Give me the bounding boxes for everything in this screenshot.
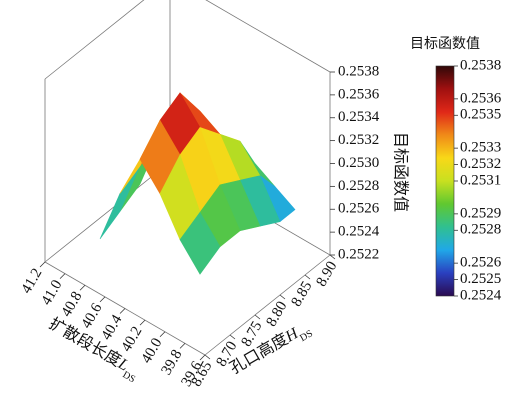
colorbar-tick-label: 0.2533 — [460, 140, 501, 156]
y-tick-label: 8.90 — [313, 259, 340, 290]
axis-line — [44, 161, 171, 263]
surface-cell — [99, 165, 141, 240]
x-tick — [179, 343, 186, 349]
y-tick-label: 8.85 — [288, 279, 315, 310]
colorbar-tick-label: 0.2538 — [460, 57, 501, 73]
z-tick-label: 0.2524 — [338, 224, 380, 240]
surface-cell — [179, 211, 221, 275]
colorbar-tick-label: 0.2535 — [460, 107, 501, 123]
colorbar-tick-label: 0.2536 — [460, 90, 502, 106]
y-tick — [329, 254, 336, 260]
y-tick — [254, 314, 261, 320]
y-tick — [304, 274, 311, 280]
z-tick-label: 0.2532 — [338, 132, 379, 148]
colorbar-tick-label: 0.2524 — [460, 287, 502, 303]
colorbar-tick-label: 0.2529 — [460, 205, 501, 221]
z-tick-label: 0.2530 — [338, 155, 379, 171]
colorbar-tick-label: 0.2532 — [460, 156, 501, 172]
x-tick-label: 40.4 — [98, 312, 125, 343]
colorbar-title: 目标函数值 — [410, 36, 480, 52]
x-tick — [119, 308, 126, 314]
axis-label-sub: DS — [298, 328, 315, 344]
x-tick — [159, 331, 166, 338]
z-label: 目标函数值 — [392, 132, 411, 212]
z-tick-label: 0.2526 — [338, 201, 380, 217]
colorbar-tick-label: 0.2526 — [460, 255, 502, 271]
x-tick-label: 41.2 — [18, 266, 45, 297]
x-tick — [139, 319, 146, 326]
z-tick-label: 0.2528 — [338, 178, 379, 194]
x-tick-label: 41.0 — [38, 277, 65, 308]
x-tick — [199, 354, 206, 361]
z-tick-label: 0.2538 — [338, 63, 379, 79]
axis-line — [44, 0, 145, 80]
colorbar-tick-label: 0.2531 — [460, 172, 501, 188]
x-tick — [59, 273, 66, 279]
colorbar-tick-label: 0.2525 — [460, 271, 501, 287]
x-tick-label: 40.8 — [58, 289, 85, 320]
y-label: 孔口高度HDS — [226, 317, 314, 382]
x-tick-label: 40.2 — [118, 324, 145, 355]
axis-line — [205, 0, 331, 73]
x-tick — [39, 261, 46, 268]
axis-line — [204, 254, 331, 356]
z-tick-label: 0.2522 — [338, 246, 379, 262]
x-tick-label: 40.0 — [138, 335, 165, 366]
y-tick-label: 8.80 — [263, 299, 290, 330]
colorbar-tick-label: 0.2528 — [460, 222, 501, 238]
colorbar — [435, 65, 455, 297]
y-tick — [279, 294, 286, 300]
z-tick-label: 0.2534 — [338, 109, 380, 125]
x-tick-label: 40.6 — [78, 300, 105, 331]
x-tick-label: 39.8 — [158, 347, 185, 378]
x-tick — [99, 296, 106, 303]
x-tick — [79, 284, 86, 291]
z-tick-label: 0.2536 — [338, 86, 380, 102]
y-tick — [229, 334, 236, 340]
y-tick — [204, 354, 211, 360]
